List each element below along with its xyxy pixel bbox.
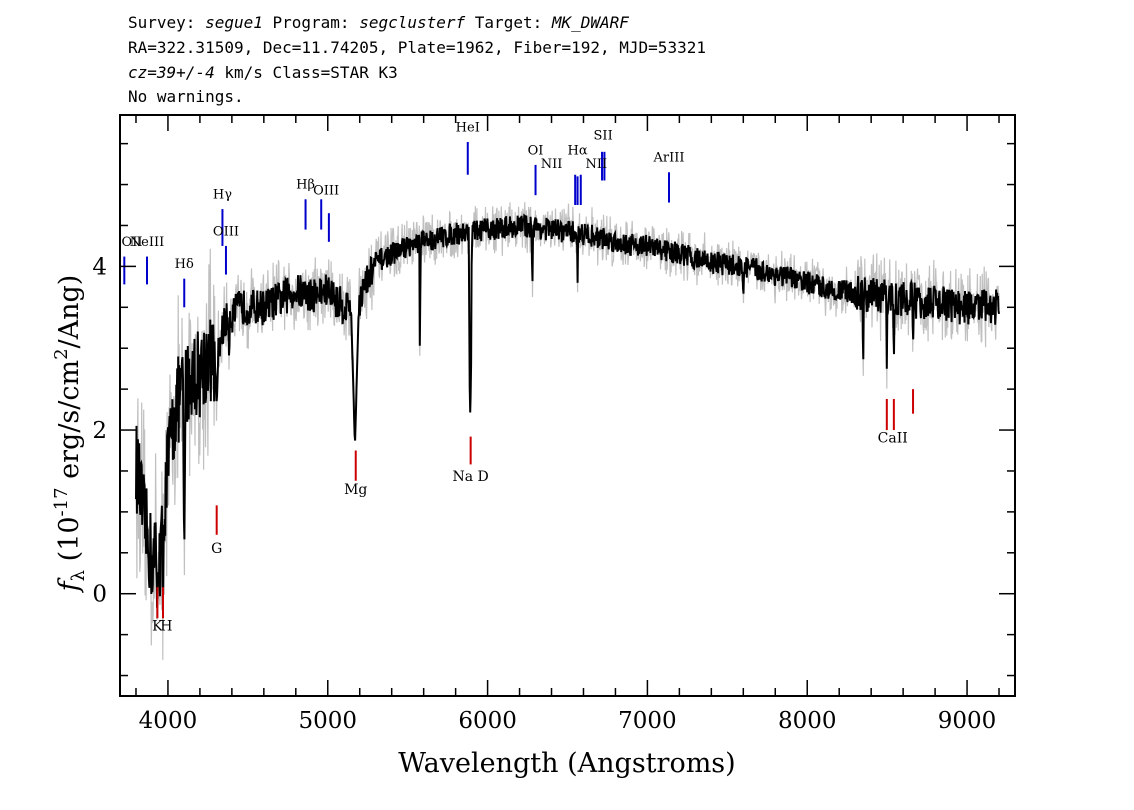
emission-line-label: OII [122,235,143,250]
y-tick-label: 4 [92,254,107,280]
program-label: Program: [262,13,360,32]
emission-line-label: OIII [213,224,239,239]
y-label-exp: -17 [51,487,72,516]
emission-line-label: Hδ [175,257,194,272]
emission-line-label: NII [585,157,607,172]
absorption-line-label: K [152,619,163,635]
header-line-4: No warnings. [128,87,244,106]
emission-line-label: NeIII [130,235,164,250]
y-label-lambda: λ [68,570,89,581]
y-label-tail: /Ang) [54,275,85,349]
plot-frame [119,114,1016,697]
absorption-line-label: Mg [344,482,367,498]
absorption-line-label: H [160,619,172,635]
emission-line-label: SII [594,129,613,144]
survey-value: segue1 [205,13,263,32]
error-spectrum-line [135,202,1000,660]
x-axis-label: Wavelength (Angstroms) [398,748,735,779]
y-label-f: f [54,577,85,593]
y-label-units: erg/s/cm [54,360,85,488]
header-line-2: RA=322.31509, Dec=11.74205, Plate=1962, … [128,38,706,57]
y-tick-label: 0 [92,582,107,608]
spectral-line-markers: OIINeIIIHδHγOIIIHβOIIIHeIOINIIHαNIISIIAr… [122,120,915,635]
y-axis-label: fλ (10-17 erg/s/cm2/Ang) [51,275,89,594]
emission-line-label: OIII [313,183,339,198]
emission-line-label: HeI [456,120,480,135]
emission-line-label: NII [541,157,563,172]
x-tick-label: 5000 [298,708,357,734]
emission-line-label: Hα [568,143,588,158]
emission-line-label: OI [528,143,544,158]
y-label-open: (10 [54,516,85,569]
survey-label: Survey: [128,13,206,32]
header-line-1: Survey: segue1 Program: segclusterf Targ… [128,14,629,32]
redshift-value: cz=39+/-4 [128,63,215,82]
y-tick-label: 2 [92,418,107,444]
y-label-sq: 2 [51,348,72,359]
x-tick-label: 6000 [458,708,517,734]
axes: 4000 5000 6000 7000 8000 9000 0 2 4 [92,114,1016,734]
header-line-3: cz=39+/-4 km/s Class=STAR K3 [128,64,398,82]
flux-spectrum-line [135,213,1000,611]
x-tick-label: 8000 [778,708,837,734]
emission-line-label: Hβ [296,178,315,193]
emission-line-label: ArIII [652,151,684,166]
program-value: segclusterf [359,13,466,32]
absorption-line-label: Na D [453,469,489,485]
target-value: MK_DWARF [551,13,629,32]
absorption-line-label: G [211,541,222,557]
class-text: km/s Class=STAR K3 [214,63,398,82]
error-band [135,202,1000,660]
x-tick-label: 9000 [938,708,997,734]
x-tick-label: 4000 [139,708,198,734]
emission-line-label: Hγ [213,187,232,202]
flux-series [135,213,1000,611]
absorption-line-label: CaII [878,430,908,446]
x-tick-label: 7000 [618,708,677,734]
target-label: Target: [465,13,552,32]
